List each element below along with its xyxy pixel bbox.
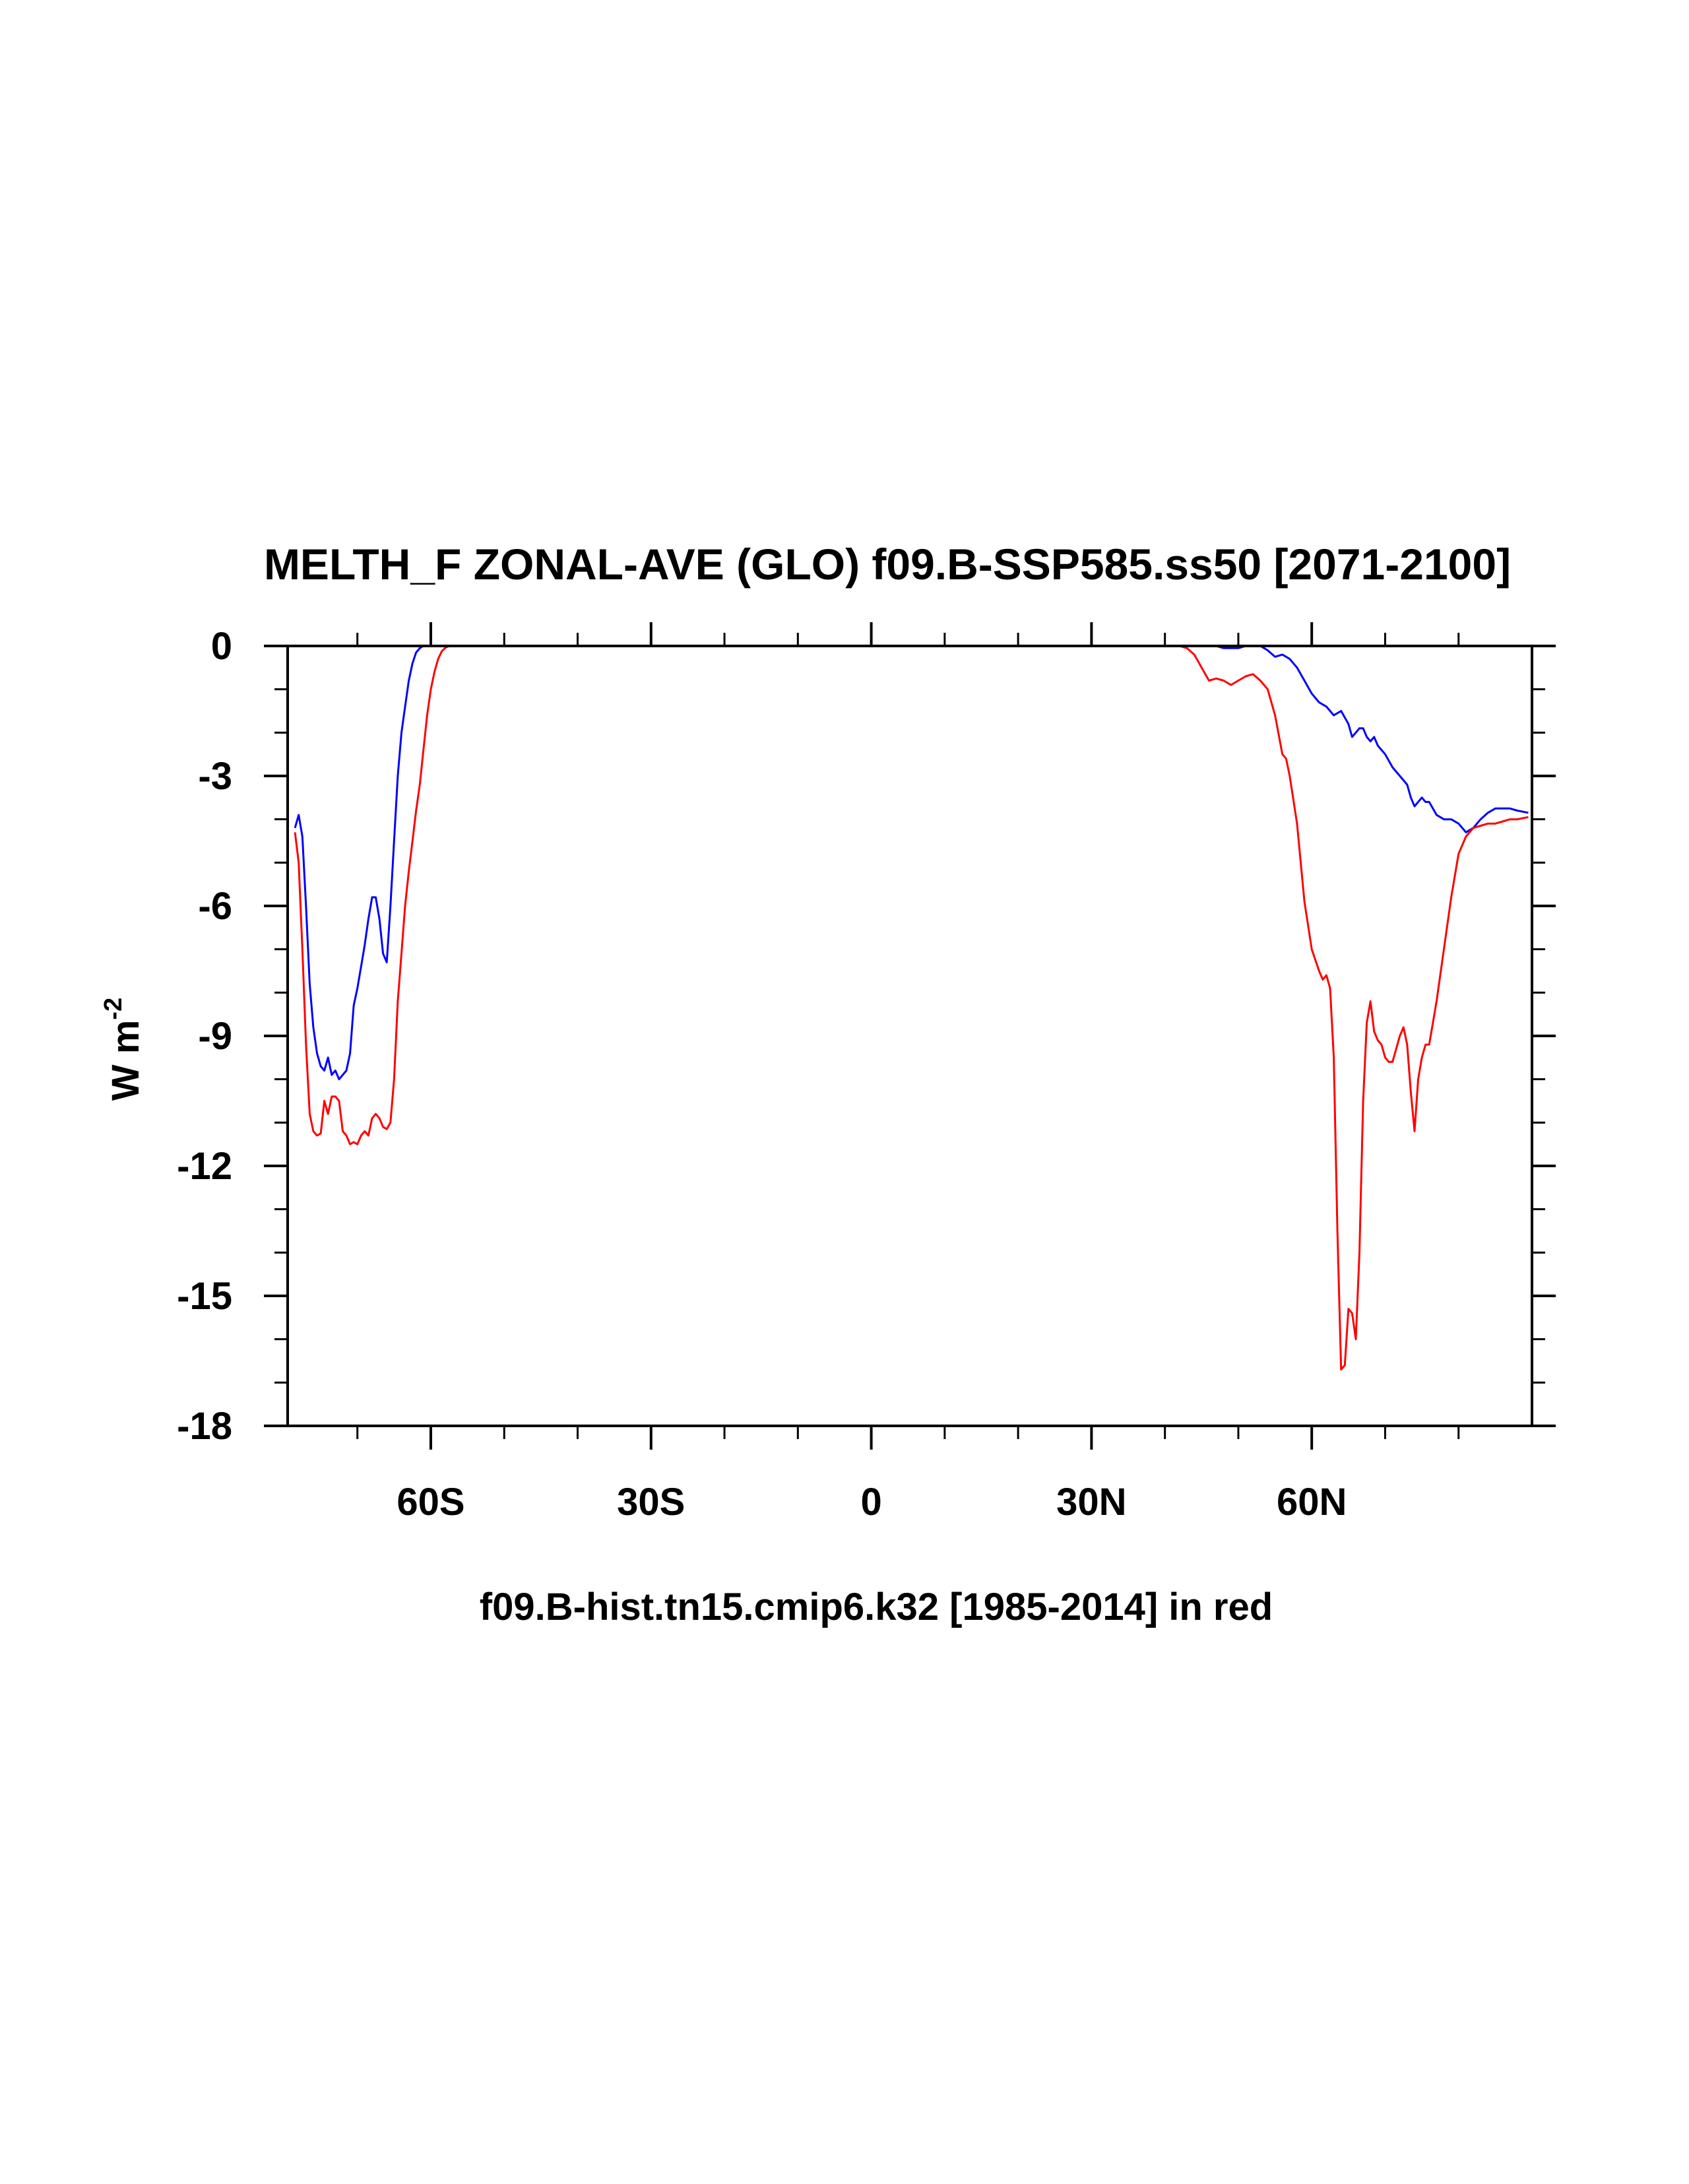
y-tick-label: -18	[177, 1405, 232, 1448]
y-tick-label: -9	[198, 1015, 232, 1058]
y-tick-label: -15	[177, 1275, 232, 1318]
x-tick-label: 30N	[1056, 1481, 1126, 1524]
x-tick-label: 30S	[617, 1481, 685, 1524]
x-tick-label: 0	[860, 1481, 881, 1524]
y-tick-label: -6	[198, 885, 232, 928]
plot-frame	[286, 645, 1533, 1427]
chart-title: MELTH_F ZONAL-AVE (GLO) f09.B-SSP585.ss5…	[264, 540, 1511, 589]
series-line-2	[294, 645, 1529, 1371]
svg-text:W m-2: W m-2	[100, 998, 147, 1101]
y-tick-label: 0	[211, 625, 232, 668]
y-tick-label: -12	[177, 1145, 232, 1188]
y-axis-label-exponent: -2	[100, 998, 127, 1020]
x-tick-label: 60S	[397, 1481, 464, 1524]
x-axis-label: f09.B-hist.tn15.cmip6.k32 [1985-2014] in…	[480, 1586, 1273, 1628]
plot-area: 60S 30S 0 30N 60N 0 -3 -6 -9 -12 -15 -18	[177, 622, 1556, 1524]
y-tick-label: -3	[198, 755, 232, 798]
series-line-1	[294, 645, 1529, 1081]
y-axis-label-main: W m	[104, 1020, 147, 1101]
y-axis-label: W m-2	[100, 998, 147, 1101]
x-tick-label: 60N	[1277, 1481, 1347, 1524]
